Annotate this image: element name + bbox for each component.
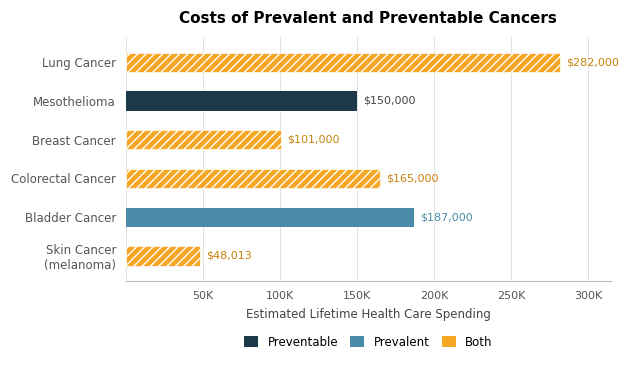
Bar	[126, 130, 282, 149]
Bar	[126, 52, 560, 72]
Text: $187,000: $187,000	[420, 212, 472, 222]
Text: $165,000: $165,000	[386, 173, 438, 184]
Bar	[126, 169, 380, 188]
Text: $282,000: $282,000	[566, 57, 619, 67]
Text: $48,013: $48,013	[206, 251, 252, 261]
Bar	[126, 207, 414, 227]
Legend: Preventable, Prevalent, Both: Preventable, Prevalent, Both	[239, 331, 497, 353]
Bar	[126, 246, 200, 266]
Bar	[126, 91, 357, 111]
Text: $101,000: $101,000	[287, 135, 340, 145]
Title: Costs of Prevalent and Preventable Cancers: Costs of Prevalent and Preventable Cance…	[180, 11, 558, 26]
X-axis label: Estimated Lifetime Health Care Spending: Estimated Lifetime Health Care Spending	[246, 308, 491, 321]
Text: $150,000: $150,000	[363, 96, 416, 106]
